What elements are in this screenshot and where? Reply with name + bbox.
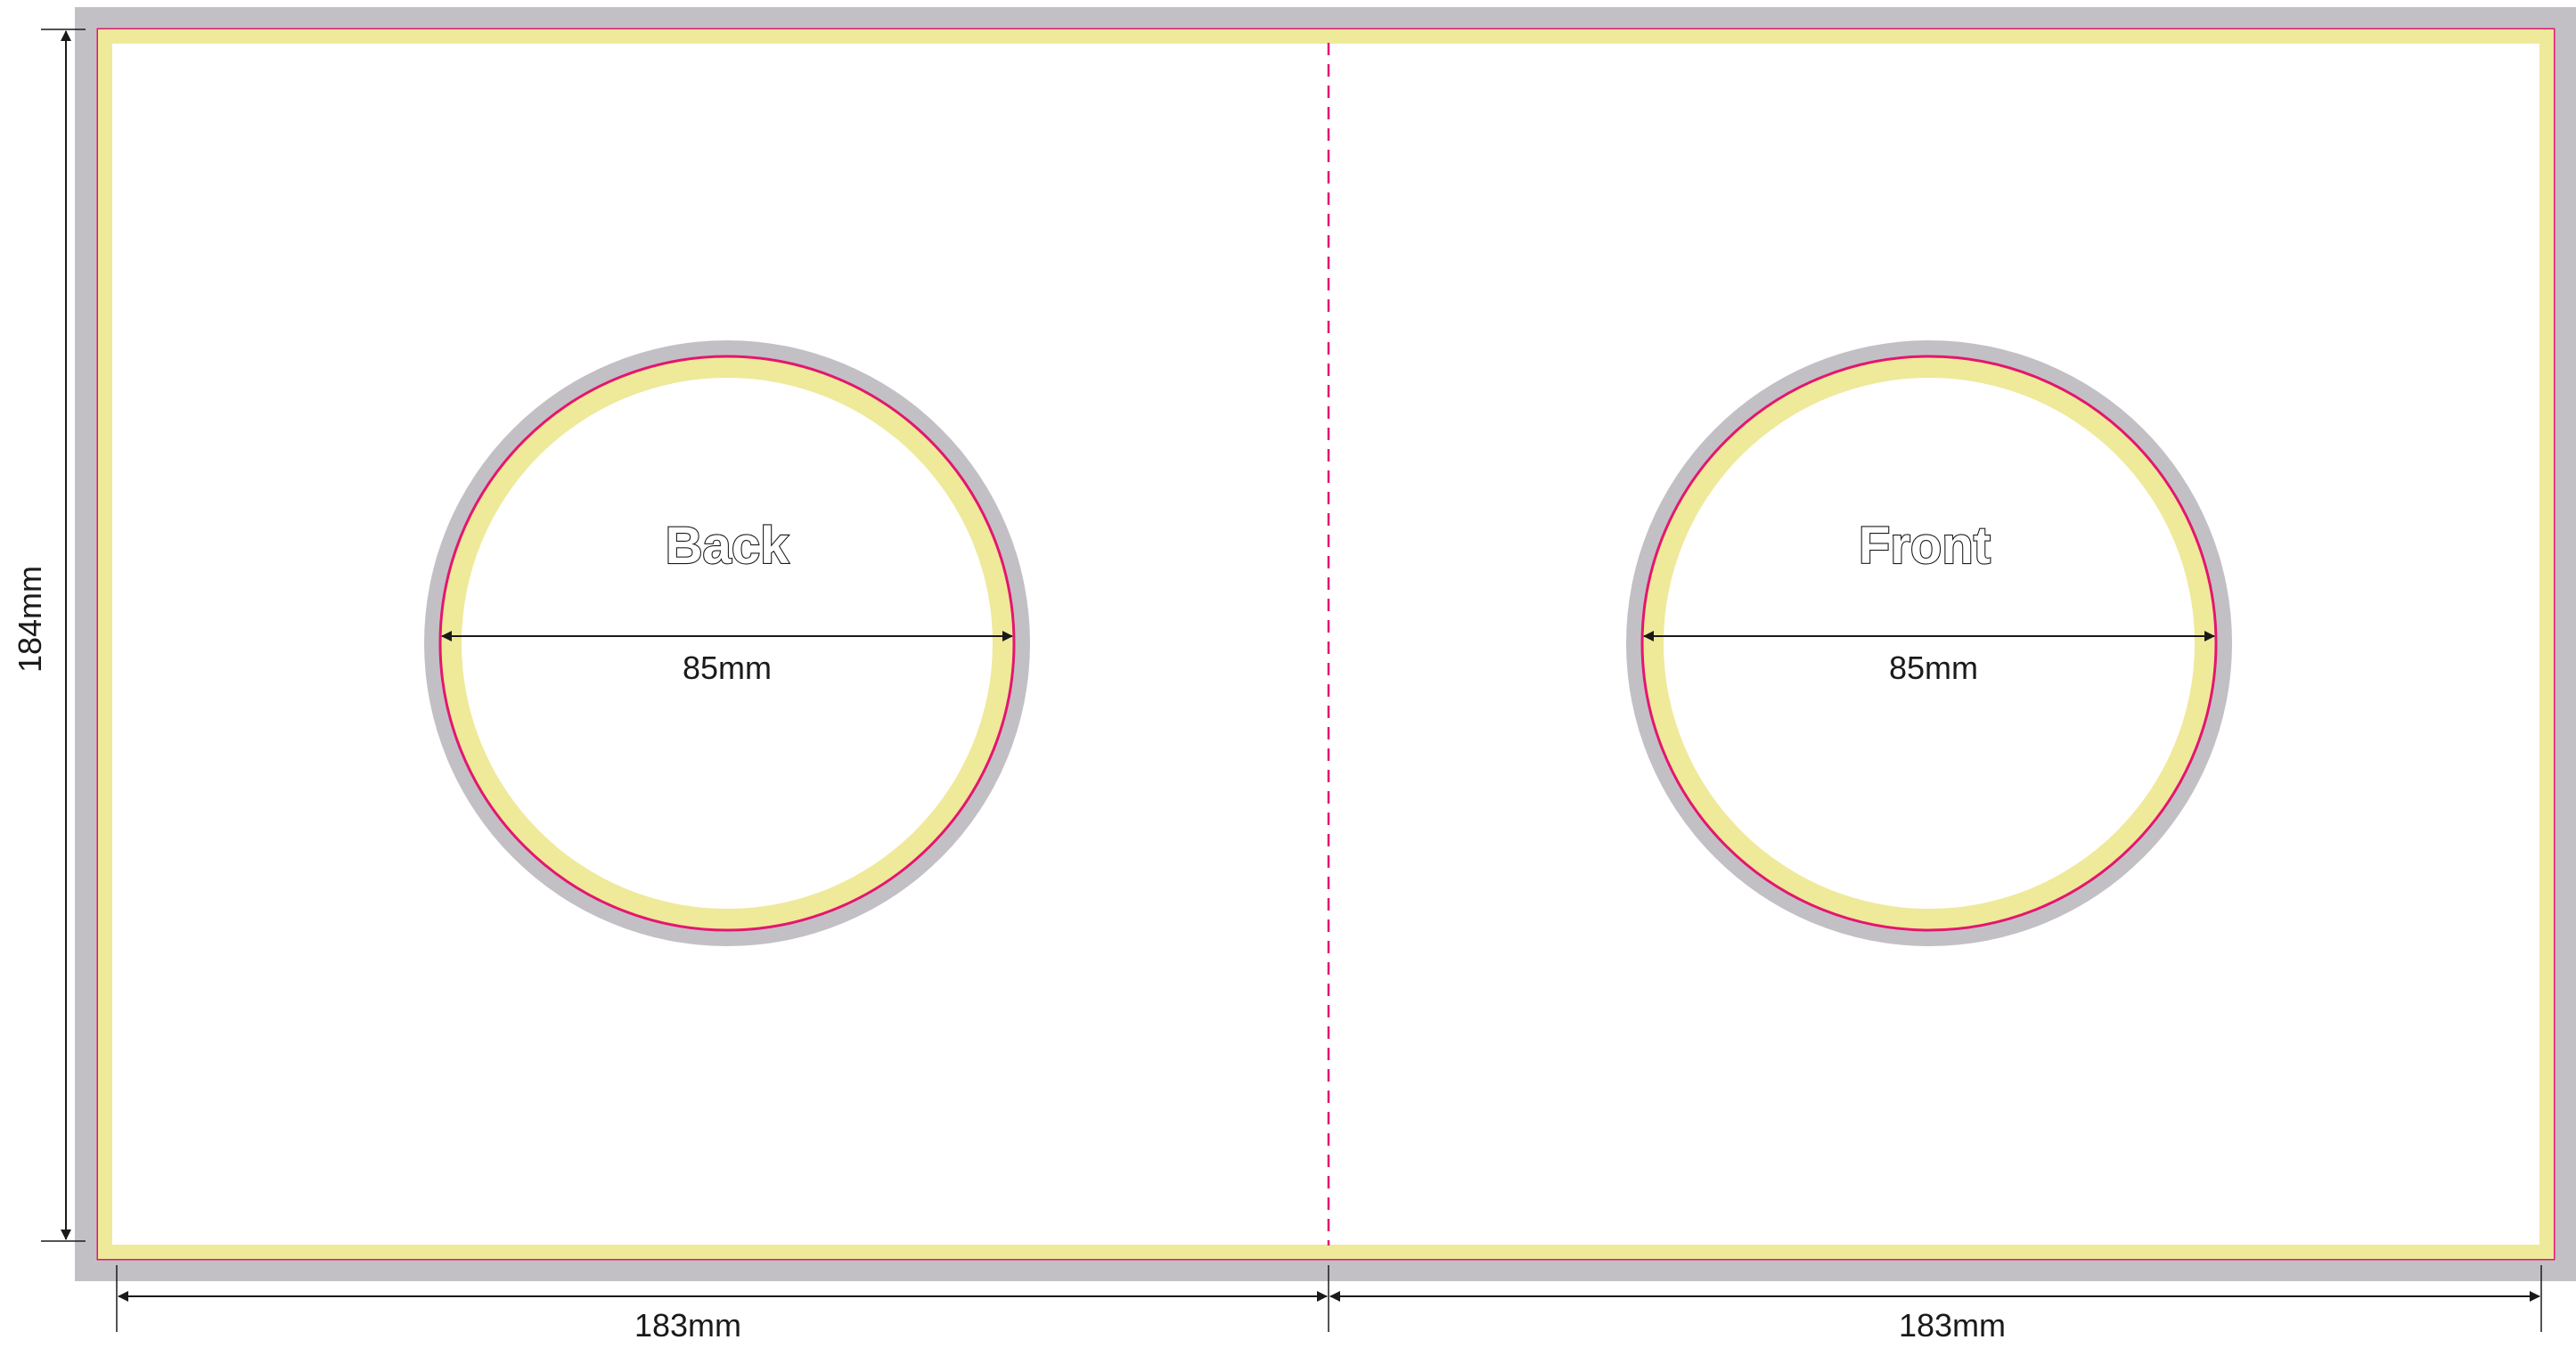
right-width-label: 183mm bbox=[1899, 1307, 2006, 1344]
height-dimension: 184mm bbox=[12, 29, 86, 1242]
front-disc: Front 85mm bbox=[1626, 340, 2232, 946]
left-width-label: 183mm bbox=[634, 1307, 741, 1344]
back-diameter-label: 85mm bbox=[683, 649, 772, 686]
back-label: Back bbox=[666, 517, 789, 575]
back-disc: Back 85mm bbox=[424, 340, 1030, 946]
front-label: Front bbox=[1859, 517, 1991, 575]
front-diameter-label: 85mm bbox=[1889, 649, 1978, 686]
width-dimensions: 183mm 183mm bbox=[116, 1265, 2542, 1344]
height-label: 184mm bbox=[12, 566, 48, 673]
safe-zone bbox=[98, 29, 2554, 1259]
